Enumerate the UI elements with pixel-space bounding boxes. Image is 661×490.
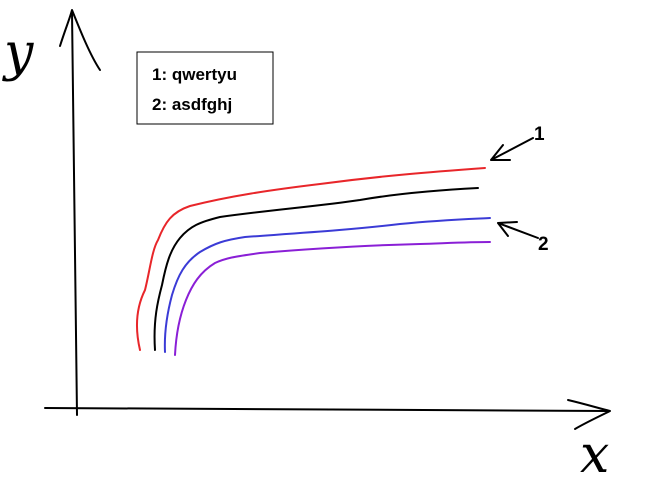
y-axis-arrow <box>59 9 101 71</box>
curve <box>174 241 491 356</box>
x-axis <box>44 407 609 412</box>
y-axis-label: y <box>2 23 34 83</box>
legend-entry: 1: qwertyu <box>152 65 237 84</box>
y-axis <box>71 11 78 416</box>
annotation-label: 2 <box>538 234 549 255</box>
curve <box>153 187 479 351</box>
annotation-label: 1 <box>534 124 545 145</box>
annotation-arrow <box>490 137 534 161</box>
x-axis-label: x <box>580 425 609 485</box>
legend-entry: 2: asdfghj <box>152 95 232 114</box>
legend-box <box>136 51 274 125</box>
annotation-arrow <box>497 221 539 239</box>
curve <box>163 217 491 353</box>
x-axis-arrow <box>567 399 611 430</box>
curve <box>136 167 486 351</box>
